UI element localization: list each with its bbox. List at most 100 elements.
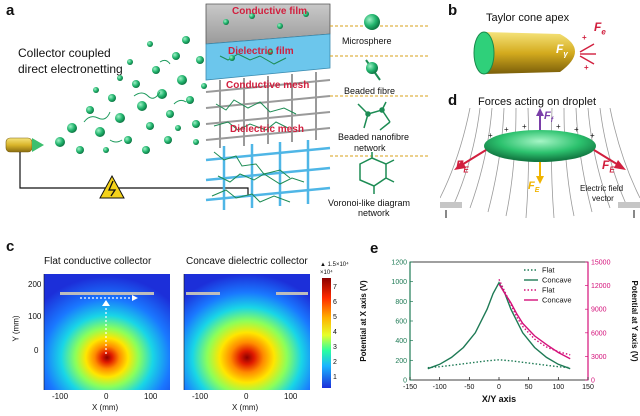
legend-label: Flat bbox=[542, 266, 555, 275]
dielectric-mesh-label: Dielectric mesh bbox=[230, 124, 304, 135]
heatmap-ytick-100: 100 bbox=[28, 312, 42, 321]
heatmap-left-xtick-neg100: -100 bbox=[52, 392, 69, 401]
heatmap-right-x-axis-label: X (mm) bbox=[232, 403, 259, 412]
x-axis-title: X/Y axis bbox=[482, 394, 516, 404]
heatmap-ytick-200: 200 bbox=[28, 280, 42, 289]
left-y-tick-label: 600 bbox=[395, 319, 407, 326]
left-y-axis-title: Potential at X axis (V) bbox=[359, 280, 368, 362]
colorbar-top-label: ▲ 1.5×10⁴ bbox=[320, 262, 349, 268]
droplet-forces-illustration: + + + + + + bbox=[440, 108, 640, 219]
right-y-tick-label: 0 bbox=[591, 378, 595, 385]
fg-symbol: F bbox=[528, 180, 535, 192]
panel-d-label: d bbox=[448, 92, 458, 109]
panel-d-title: Forces acting on droplet bbox=[478, 96, 597, 108]
conductive-mesh-label: Conductive mesh bbox=[226, 80, 310, 91]
legend-microsphere: Microsphere bbox=[342, 36, 392, 46]
svg-text:+: + bbox=[556, 122, 561, 131]
ff-label: Ff bbox=[544, 110, 553, 124]
legend-beaded-network-2: network bbox=[354, 143, 386, 153]
colorbar-tick-5: 5 bbox=[333, 314, 337, 321]
right-y-tick-label: 12000 bbox=[591, 283, 611, 290]
colorbar-tick-2: 2 bbox=[333, 359, 337, 366]
ff-subscript: f bbox=[550, 117, 554, 125]
concave-collector-heatmap bbox=[184, 274, 310, 390]
x-tick-label: -50 bbox=[464, 384, 474, 391]
spray-fibres bbox=[83, 59, 187, 143]
left-y-tick-label: 0 bbox=[403, 378, 407, 385]
colorbar-tick-3: 3 bbox=[333, 344, 337, 351]
fe-right-subscript: E bbox=[609, 165, 615, 175]
fy-subscript: γ bbox=[563, 49, 568, 59]
field-note-line2: vector bbox=[592, 194, 614, 203]
concave-plate-left bbox=[186, 292, 220, 295]
heatmap-right-xtick-100: 100 bbox=[284, 392, 298, 401]
svg-text:+: + bbox=[582, 33, 587, 42]
left-y-tick-label: 1000 bbox=[391, 279, 407, 286]
legend-label: Flat bbox=[542, 286, 555, 295]
collector-stack bbox=[205, 3, 331, 210]
x-tick-label: -100 bbox=[433, 384, 447, 391]
high-voltage-icon bbox=[99, 174, 125, 199]
colorbar-tick-4: 4 bbox=[333, 329, 337, 336]
panel-a-title-line2: direct electronetting bbox=[18, 62, 123, 76]
spinneret-needle bbox=[5, 137, 44, 153]
fe-symbol: F bbox=[594, 20, 602, 34]
field-note-line1: Electric field bbox=[580, 184, 624, 193]
heatmap-right-xtick-neg100: -100 bbox=[192, 392, 209, 401]
microsphere-icon bbox=[364, 14, 380, 30]
panel-c-title-left: Flat conductive collector bbox=[44, 256, 152, 267]
colorbar-tick-6: 6 bbox=[333, 299, 337, 306]
x-tick-label: 100 bbox=[552, 384, 564, 391]
svg-text:+: + bbox=[584, 63, 589, 72]
panel-c-label: c bbox=[6, 238, 15, 255]
left-y-tick-label: 1200 bbox=[391, 260, 407, 267]
heatmap-y-axis-label: Y (mm) bbox=[11, 315, 21, 342]
beaded-fibre-icon bbox=[365, 59, 381, 81]
fe-left-symbol: F bbox=[456, 158, 464, 172]
panel-a-illustration bbox=[5, 3, 428, 210]
fe-right-symbol: F bbox=[602, 158, 610, 172]
right-y-tick-label: 6000 bbox=[591, 330, 607, 337]
left-y-tick-label: 400 bbox=[395, 338, 407, 345]
x-tick-label: 150 bbox=[582, 384, 594, 391]
svg-text:+: + bbox=[574, 125, 579, 134]
x-tick-label: 50 bbox=[525, 384, 533, 391]
panel-e-label: e bbox=[370, 240, 379, 257]
heatmap-ytick-0: 0 bbox=[34, 346, 39, 355]
series-line-left-flat bbox=[427, 359, 571, 369]
colorbar bbox=[322, 278, 331, 388]
ff-symbol: F bbox=[544, 110, 551, 122]
svg-text:+: + bbox=[504, 125, 509, 134]
svg-text:+: + bbox=[522, 122, 527, 131]
legend-voronoi-2: network bbox=[358, 208, 390, 218]
flat-collector-plate bbox=[60, 292, 154, 295]
colorbar-tick-7: 7 bbox=[333, 284, 337, 291]
panel-b-title: Taylor cone apex bbox=[486, 12, 570, 24]
dielectric-film-label: Dielectric film bbox=[228, 46, 294, 57]
fe-subscript: e bbox=[601, 27, 606, 37]
fg-subscript: E bbox=[534, 187, 540, 195]
series-line-right-concave bbox=[498, 283, 571, 360]
left-y-tick-label: 800 bbox=[395, 299, 407, 306]
beaded-network-icon bbox=[357, 101, 391, 131]
panel-c-title-right: Concave dielectric collector bbox=[186, 256, 308, 267]
right-y-axis-title: Potential at Y axis (V) bbox=[630, 280, 639, 361]
fg-label: FE bbox=[528, 180, 539, 194]
legend-beaded-network-1: Beaded nanofibre bbox=[338, 132, 410, 142]
right-y-tick-label: 3000 bbox=[591, 354, 607, 361]
potential-line-chart: -150 -100 -50 0 50 100 15002004006008001000120… bbox=[359, 260, 639, 405]
field-heatmaps bbox=[43, 274, 331, 390]
legend-label: Concave bbox=[542, 296, 572, 305]
fe-left-label: FE bbox=[456, 158, 469, 174]
series-line-left-concave bbox=[427, 281, 571, 370]
heatmap-left-xtick-0: 0 bbox=[104, 392, 109, 401]
fy-label: Fγ bbox=[556, 42, 568, 58]
heatmap-right-xtick-0: 0 bbox=[244, 392, 249, 401]
flow-arrows bbox=[80, 297, 134, 354]
colorbar-tick-1: 1 bbox=[333, 374, 337, 381]
svg-text:+: + bbox=[590, 131, 595, 140]
x-tick-label: 0 bbox=[497, 384, 501, 391]
voronoi-network-icon bbox=[359, 152, 395, 194]
panel-a-label: a bbox=[6, 2, 15, 19]
panel-a-title-line1: Collector coupled bbox=[18, 46, 111, 60]
